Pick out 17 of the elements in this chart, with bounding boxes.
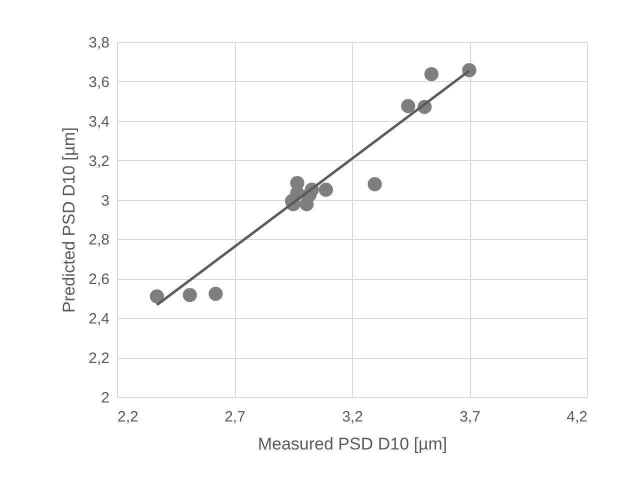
y-axis-title: Predicted PSD D10 [µm] xyxy=(60,127,79,313)
y-tick-label: 3 xyxy=(101,192,110,210)
y-tick-label: 2 xyxy=(101,390,110,406)
y-tick-label: 2,4 xyxy=(88,310,110,328)
y-tick-label: 3,4 xyxy=(88,113,110,130)
x-tick-label: 3,7 xyxy=(460,408,480,426)
y-tick-label: 3,6 xyxy=(88,74,110,91)
y-tick-label: 3,8 xyxy=(88,34,110,52)
x-axis-title: Measured PSD D10 [µm] xyxy=(258,434,448,454)
x-tick-label: 3,2 xyxy=(342,408,363,426)
y-tick-label: 3,2 xyxy=(88,152,110,170)
x-tick-label: 2,7 xyxy=(224,408,246,426)
x-tick-label: 2,2 xyxy=(118,408,138,426)
y-tick-label: 2,6 xyxy=(88,271,110,288)
y-tick-label: 2,8 xyxy=(88,232,110,249)
x-tick-label: 4,2 xyxy=(566,408,588,426)
y-tick-label: 2,2 xyxy=(88,350,110,368)
